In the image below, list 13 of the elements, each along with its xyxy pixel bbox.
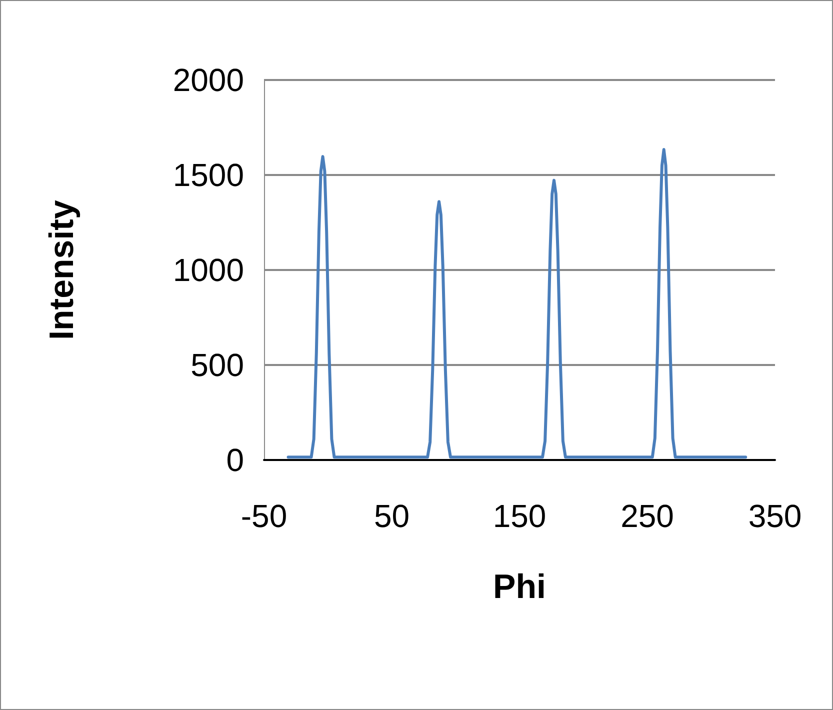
y-tick-label: 2000 xyxy=(172,62,244,98)
y-tick-label: 1000 xyxy=(172,252,244,288)
x-tick-label: 350 xyxy=(748,498,802,534)
y-tick-label: 0 xyxy=(226,442,244,478)
y-tick-label: 500 xyxy=(190,347,244,383)
x-tick-label: -50 xyxy=(240,498,288,534)
y-tick-label: 1500 xyxy=(172,157,244,193)
y-axis-title: Intensity xyxy=(43,200,81,340)
x-tick-label: 250 xyxy=(620,498,674,534)
x-tick-label: 50 xyxy=(374,498,410,534)
x-tick-label: 150 xyxy=(492,498,546,534)
x-axis-title: Phi xyxy=(493,568,546,606)
line-series xyxy=(286,148,748,459)
